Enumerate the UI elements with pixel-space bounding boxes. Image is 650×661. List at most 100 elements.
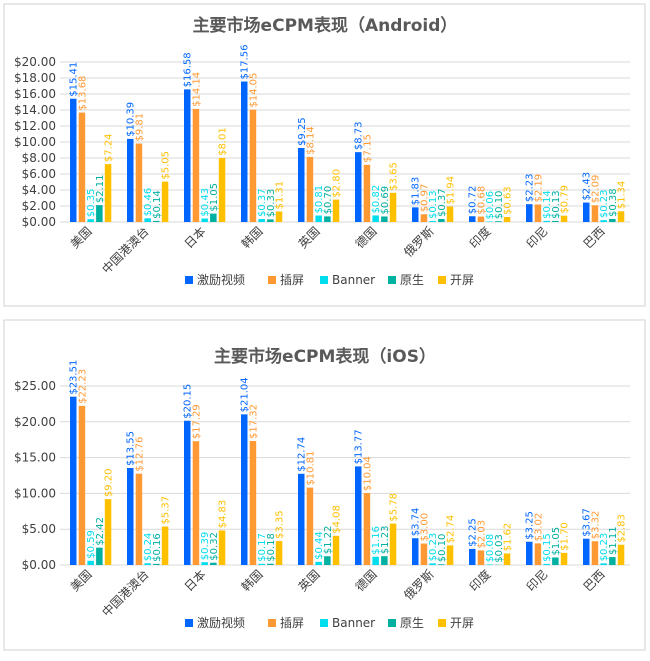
data-label: $1.34 [617,181,628,210]
y-tick-label: $18.00 [14,71,56,85]
data-label: $7.15 [362,134,373,163]
bar [324,216,331,222]
legend-swatch [388,276,396,284]
y-tick-label: $14.00 [14,103,56,117]
y-tick-label: $20.00 [14,55,56,69]
data-label: $9.81 [134,113,145,142]
bar [526,204,533,222]
bar [600,563,607,565]
data-label: $1.70 [560,522,571,551]
data-label: $14.05 [248,73,259,108]
bar [412,538,419,565]
bar [355,466,362,565]
bar [258,219,265,222]
bar [315,562,322,565]
bar [592,205,599,222]
bar [600,220,607,222]
legend-swatch [320,276,328,284]
bar [136,144,143,222]
data-label: $2.83 [617,514,628,543]
y-tick-label: $8.00 [22,151,56,165]
bar [105,499,112,565]
legend-swatch [438,619,446,627]
data-label: $17.29 [191,404,202,439]
legend-label: Banner [332,616,375,630]
bar [438,564,445,565]
bar [412,207,419,222]
data-label: $2.11 [95,174,106,203]
bar [127,468,134,565]
data-label: $5.37 [161,496,172,525]
bar [162,527,169,565]
bar [429,563,436,565]
legend-label: 原生 [400,273,424,287]
bar [153,221,160,222]
bar [381,216,388,222]
bar [447,545,454,565]
bar [162,182,169,222]
bar [526,542,533,565]
y-tick-label: $12.00 [14,119,56,133]
bar [390,524,397,565]
bar [478,217,485,222]
bar [561,216,568,222]
bar [307,157,314,222]
legend-label: 开屏 [450,273,474,287]
data-label: $10.81 [305,451,316,486]
chart-panel [4,4,645,306]
data-label: $17.32 [248,404,259,439]
bar [315,216,322,222]
y-tick-label: $20.00 [14,415,56,429]
bar [144,218,151,222]
bar [421,214,428,222]
bar [618,211,625,222]
bar [136,474,143,565]
bar [276,541,283,565]
android-chart: 主要市场eCPM表现（Android）$0.00$2.00$4.00$6.00$… [4,4,645,306]
legend-label: 开屏 [450,616,474,630]
bar [592,541,599,565]
bar [127,139,134,222]
bar [372,215,379,222]
bar [486,564,493,565]
bar [543,564,550,565]
bar [583,539,590,565]
data-label: $22.23 [77,369,88,404]
data-label: $1.62 [503,523,514,552]
bar [438,219,445,222]
bar [355,152,362,222]
data-label: $0.14 [152,190,163,219]
bar [201,219,208,222]
y-tick-label: $25.00 [14,379,56,393]
bar [193,441,200,565]
y-tick-label: $16.00 [14,87,56,101]
bar [447,206,454,222]
bar [79,406,86,565]
bar [79,113,86,222]
bar [258,564,265,565]
data-label: $2.42 [95,517,106,546]
bar [153,564,160,565]
bar [267,564,274,565]
legend-swatch [320,619,328,627]
legend-label: 激励视频 [197,615,245,630]
y-tick-label: $6.00 [22,167,56,181]
bar [201,562,208,565]
legend-swatch [268,276,276,284]
bar [535,543,542,565]
legend-swatch [268,619,276,627]
bar [96,548,103,565]
bar [552,221,559,222]
bar [219,530,226,565]
data-label: $2.74 [446,515,457,544]
bar [307,488,314,565]
data-label: $7.24 [104,133,115,162]
data-label: $4.08 [332,505,343,534]
bar [144,563,151,565]
chart-title: 主要市场eCPM表现（iOS） [214,346,436,367]
bar [543,221,550,222]
bar [241,414,248,565]
bar [105,164,112,222]
bar [298,148,305,222]
